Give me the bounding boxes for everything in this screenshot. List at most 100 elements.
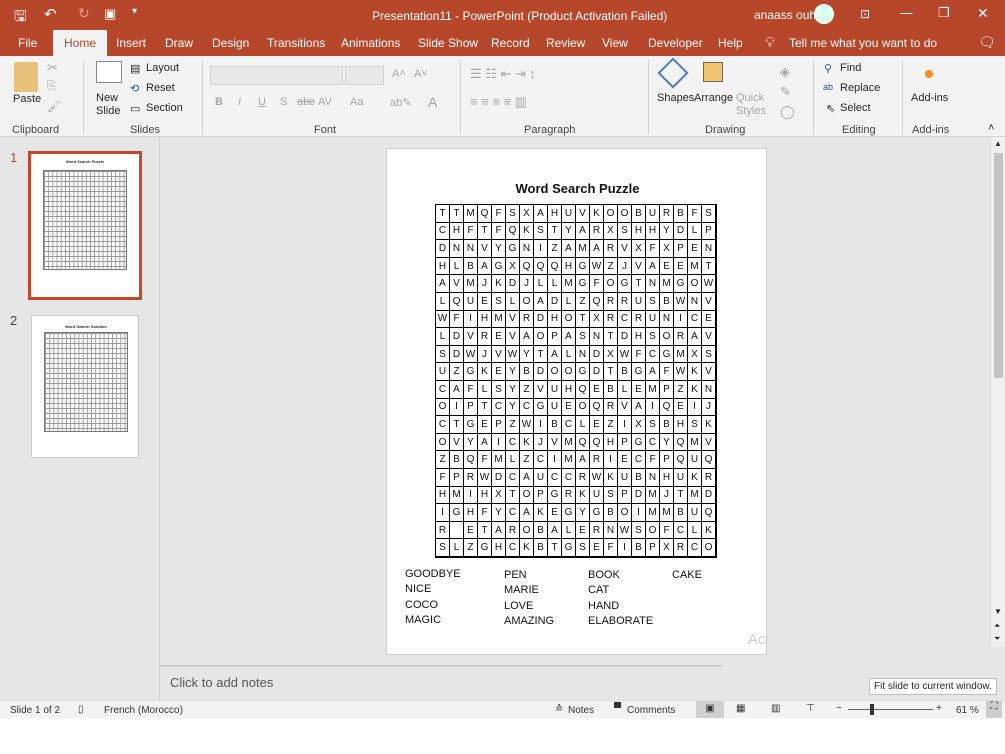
paste-icon — [14, 62, 38, 92]
replace-button[interactable]: Replace — [840, 82, 881, 94]
tell-me-search[interactable]: Tell me what you want to do — [789, 36, 938, 50]
highlight-icon[interactable]: ab✎ — [390, 97, 412, 109]
arrange-button[interactable]: Arrange — [694, 92, 734, 104]
zoom-out-icon[interactable]: − — [836, 703, 842, 714]
format-painter-icon[interactable]: 🖌︎ — [47, 101, 61, 113]
tab-view[interactable]: View — [602, 36, 628, 50]
grid-cell: K — [688, 469, 702, 487]
paragraph-format-icons[interactable]: ☰ ☷ ⇤ ⇥ ↕ — [470, 66, 537, 81]
grid-cell: A — [534, 293, 548, 311]
comments-bubble-icon[interactable]: ▀ — [614, 703, 622, 714]
tab-design[interactable]: Design — [212, 36, 250, 50]
notes-button[interactable]: Notes — [568, 705, 595, 716]
underline-button[interactable]: U — [258, 96, 266, 108]
grid-cell: R — [674, 328, 688, 346]
slide-title[interactable]: Word Search Puzzle — [515, 181, 640, 196]
slide-thumbnail-1[interactable]: Word Search Puzzle — [28, 151, 142, 300]
scroll-up-icon[interactable]: ▲ — [994, 139, 1002, 148]
zoom-slider[interactable] — [848, 709, 933, 710]
tab-review[interactable]: Review — [546, 36, 586, 50]
add-ins-button[interactable]: Add-ins — [911, 92, 949, 104]
quick-styles-button[interactable]: Quick Styles — [736, 92, 766, 117]
vertical-scrollbar[interactable]: ▲ ▼ ⏶ ⏷ — [990, 137, 1005, 647]
layout-button[interactable]: Layout — [146, 62, 180, 74]
font-color-button[interactable]: A — [428, 94, 438, 110]
normal-view-icon[interactable]: ▣ — [696, 701, 724, 718]
shape-format-icons[interactable]: ◈ ✎ ◯ — [780, 64, 795, 119]
redo-icon[interactable]: ↻ — [78, 5, 90, 21]
comments-icon[interactable]: 🗨︎ — [978, 34, 996, 50]
zoom-in-icon[interactable]: + — [936, 703, 942, 714]
tab-home[interactable]: Home — [53, 30, 108, 56]
minimize-icon[interactable]: — — [900, 5, 913, 20]
grid-cell: M — [576, 240, 590, 258]
section-button[interactable]: Section — [146, 102, 183, 114]
grid-cell: A — [520, 469, 534, 487]
strikethrough-button[interactable]: abc — [297, 96, 315, 108]
decrease-font-icon[interactable]: A˅ — [414, 68, 428, 80]
grid-cell: M — [464, 205, 478, 223]
zoom-slider-thumb[interactable] — [870, 704, 875, 715]
notes-divider[interactable] — [160, 665, 722, 667]
save-icon[interactable]: 🖫 — [14, 8, 27, 25]
font-family-select[interactable] — [210, 66, 343, 85]
scrollbar-thumb[interactable] — [994, 153, 1003, 378]
paste-button[interactable]: Paste — [13, 93, 42, 105]
scroll-down-icon[interactable]: ▼ — [994, 607, 1002, 616]
collapse-ribbon-icon[interactable]: ˄ — [988, 122, 995, 134]
start-slideshow-icon[interactable]: ▣ — [104, 6, 117, 21]
ribbon-display-icon[interactable]: ⊡ — [860, 7, 871, 21]
slide-sorter-icon[interactable]: ▦ — [736, 703, 746, 714]
zoom-level[interactable]: 61 % — [956, 705, 979, 716]
customize-toolbar-icon[interactable]: ▾ — [132, 6, 138, 17]
previous-slide-icon[interactable]: ⏶ — [994, 621, 1001, 630]
tab-help[interactable]: Help — [718, 36, 743, 50]
next-slide-icon[interactable]: ⏷ — [994, 634, 1001, 643]
char-spacing-button[interactable]: AV — [318, 96, 332, 108]
shapes-button[interactable]: Shapes — [657, 92, 695, 104]
comments-button[interactable]: Comments — [627, 705, 676, 716]
undo-icon[interactable]: ↶ — [44, 6, 57, 23]
slideshow-view-icon[interactable]: ⊤ — [806, 703, 815, 714]
shadow-button[interactable]: S — [280, 96, 288, 108]
tab-developer[interactable]: Developer — [648, 36, 703, 50]
tab-record[interactable]: Record — [491, 36, 530, 50]
copy-icon[interactable]: ⎘ — [47, 80, 56, 92]
avatar[interactable] — [814, 4, 834, 24]
find-button[interactable]: Find — [840, 62, 862, 74]
tab-transitions[interactable]: Transitions — [267, 36, 326, 50]
grid-cell: H — [436, 486, 450, 505]
fit-slide-icon[interactable]: ⛶ — [986, 701, 1002, 718]
notes-placeholder[interactable]: Click to add notes — [170, 675, 274, 690]
grid-cell: M — [492, 310, 506, 329]
change-case-button[interactable]: Aa — [350, 96, 364, 108]
tab-insert[interactable]: Insert — [116, 36, 147, 50]
reading-view-icon[interactable]: ▥ — [771, 703, 781, 714]
grid-cell: Q — [548, 257, 562, 276]
new-slide-button[interactable]: New Slide — [96, 92, 121, 117]
bold-button[interactable]: B — [215, 96, 223, 108]
spelling-icon[interactable]: ▯ — [78, 704, 84, 715]
italic-button[interactable]: I — [238, 96, 242, 108]
user-name[interactable]: anaass ouh — [754, 8, 817, 22]
font-size-select[interactable] — [345, 66, 384, 85]
tab-draw[interactable]: Draw — [165, 36, 194, 50]
tab-animations[interactable]: Animations — [341, 36, 401, 50]
grid-cell: D — [450, 328, 464, 346]
select-button[interactable]: Select — [840, 102, 871, 114]
tab-file[interactable]: File — [18, 36, 38, 50]
tab-slide-show[interactable]: Slide Show — [418, 36, 479, 50]
slide-thumbnail-2[interactable]: Word Search Solution — [31, 315, 139, 458]
language-indicator[interactable]: French (Morocco) — [104, 705, 183, 716]
close-icon[interactable]: ✕ — [977, 5, 989, 21]
reset-button[interactable]: Reset — [146, 82, 175, 94]
grid-cell: U — [646, 310, 660, 329]
grid-cell: Q — [674, 433, 688, 452]
cut-icon[interactable]: ✂ — [47, 60, 58, 75]
notes-icon[interactable]: ≙ — [555, 704, 564, 715]
increase-font-icon[interactable]: A˄ — [392, 68, 406, 80]
grid-cell: J — [478, 275, 492, 293]
alignment-icons[interactable]: ≡ ≡ ≡ ≡ ▥ — [470, 94, 528, 109]
restore-icon[interactable]: ❐ — [938, 5, 950, 20]
